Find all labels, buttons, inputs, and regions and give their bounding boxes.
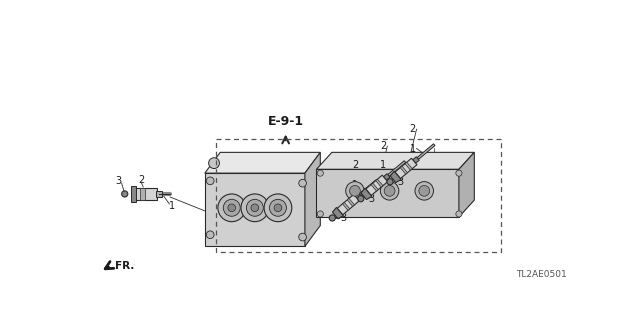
Polygon shape [395, 158, 417, 179]
Text: 1: 1 [170, 201, 175, 211]
Polygon shape [413, 157, 419, 163]
Circle shape [122, 191, 128, 197]
Circle shape [349, 186, 360, 196]
Polygon shape [365, 175, 388, 196]
Text: 3: 3 [340, 213, 346, 223]
Circle shape [241, 194, 269, 222]
Polygon shape [400, 166, 408, 174]
Polygon shape [355, 193, 362, 199]
Circle shape [387, 179, 393, 185]
Polygon shape [359, 180, 377, 196]
Circle shape [246, 199, 263, 216]
Circle shape [209, 158, 220, 169]
Text: 1: 1 [380, 160, 387, 171]
Circle shape [415, 182, 433, 200]
Text: TL2AE0501: TL2AE0501 [516, 270, 566, 279]
Circle shape [419, 186, 429, 196]
Polygon shape [348, 198, 355, 206]
Text: 3: 3 [115, 176, 122, 186]
Polygon shape [316, 152, 474, 169]
Polygon shape [388, 161, 406, 176]
Circle shape [384, 186, 395, 196]
Circle shape [299, 179, 307, 187]
Circle shape [269, 199, 287, 216]
Circle shape [251, 204, 259, 212]
Bar [216, 139, 501, 252]
Circle shape [456, 211, 462, 217]
Polygon shape [134, 188, 157, 200]
Polygon shape [316, 169, 459, 217]
Text: FR.: FR. [115, 260, 134, 270]
Polygon shape [376, 179, 383, 187]
Circle shape [228, 204, 236, 212]
Circle shape [206, 231, 214, 239]
Circle shape [358, 196, 364, 202]
Text: 3: 3 [397, 177, 404, 187]
Polygon shape [390, 171, 401, 183]
Polygon shape [156, 191, 162, 197]
Circle shape [456, 170, 462, 176]
Text: 2: 2 [410, 124, 416, 134]
Polygon shape [361, 188, 372, 200]
Polygon shape [405, 162, 412, 170]
Polygon shape [140, 188, 145, 200]
Polygon shape [205, 152, 320, 173]
Circle shape [346, 182, 364, 200]
Circle shape [274, 204, 282, 212]
Polygon shape [205, 173, 305, 246]
Circle shape [264, 194, 292, 222]
Circle shape [317, 211, 323, 217]
Text: 1: 1 [352, 180, 358, 190]
Polygon shape [342, 202, 349, 210]
Circle shape [299, 233, 307, 241]
Circle shape [317, 170, 323, 176]
Polygon shape [371, 183, 378, 191]
Polygon shape [383, 174, 390, 180]
Polygon shape [332, 207, 344, 219]
Text: 3: 3 [369, 194, 374, 204]
Circle shape [206, 177, 214, 185]
Polygon shape [337, 195, 359, 215]
Circle shape [223, 199, 240, 216]
Text: 2: 2 [380, 141, 387, 151]
Text: 2: 2 [138, 175, 145, 185]
Circle shape [329, 215, 335, 221]
Circle shape [218, 194, 246, 222]
Text: 1: 1 [410, 143, 416, 154]
Polygon shape [417, 144, 435, 159]
Text: 2: 2 [352, 160, 358, 171]
Polygon shape [131, 186, 136, 202]
Text: E-9-1: E-9-1 [268, 115, 304, 128]
Circle shape [380, 182, 399, 200]
Polygon shape [305, 152, 320, 246]
Polygon shape [459, 152, 474, 217]
